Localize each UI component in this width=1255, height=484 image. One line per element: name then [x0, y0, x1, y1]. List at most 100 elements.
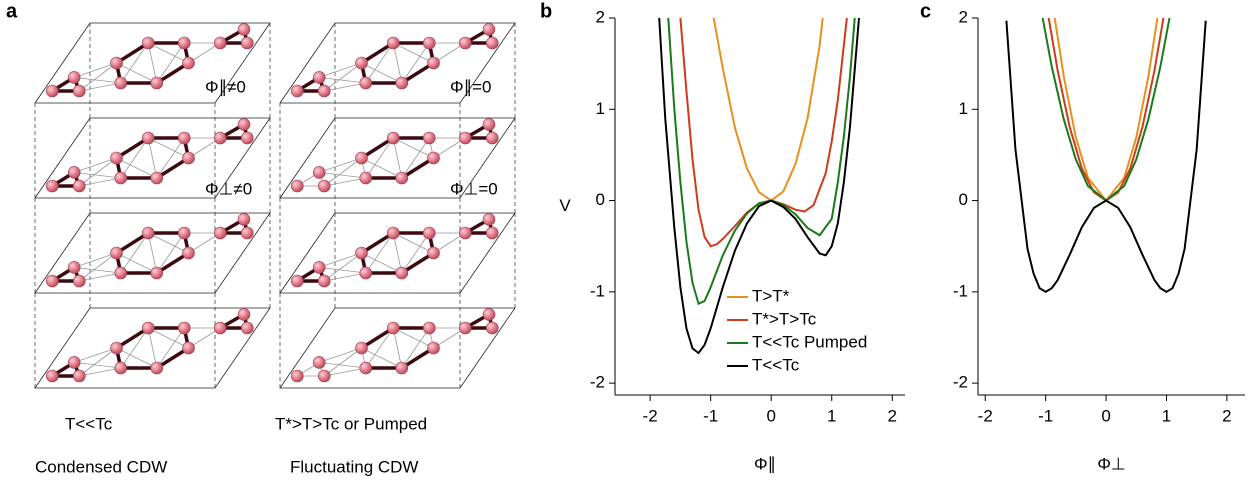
atom — [422, 321, 436, 335]
bond — [116, 157, 157, 179]
atom — [114, 361, 128, 375]
bond — [116, 252, 157, 274]
bond — [156, 232, 185, 274]
atom — [114, 171, 128, 185]
legend-label: T<<Tc — [752, 355, 800, 374]
atom — [485, 36, 499, 50]
y-tick-label: 0 — [596, 190, 605, 209]
atom — [182, 151, 195, 165]
bond — [74, 157, 117, 173]
atom — [427, 151, 440, 165]
x-tick-label: 2 — [888, 406, 897, 425]
bond — [392, 137, 403, 179]
atom — [182, 246, 195, 260]
bond — [147, 42, 158, 84]
bond — [392, 42, 403, 84]
annotation: Φ∥≠0 — [205, 77, 246, 96]
curve — [1005, 20, 1207, 294]
bond — [156, 42, 185, 84]
bond — [79, 82, 121, 92]
atom — [395, 266, 409, 280]
atom — [114, 266, 128, 280]
atom — [240, 321, 254, 335]
atom — [312, 71, 326, 84]
bond — [147, 327, 158, 369]
curve — [667, 17, 856, 306]
atom — [150, 361, 164, 375]
atom — [355, 151, 368, 165]
bond — [393, 327, 434, 349]
atom — [317, 369, 331, 383]
bond — [148, 42, 189, 64]
bond — [79, 367, 121, 377]
bond — [365, 137, 394, 179]
atom — [312, 166, 326, 179]
bond — [365, 42, 394, 84]
x-tick-label: -2 — [978, 406, 993, 425]
bond — [79, 252, 117, 282]
atom — [177, 321, 191, 335]
y-tick-label: 1 — [596, 99, 605, 118]
atom — [482, 308, 496, 321]
atom — [182, 341, 195, 355]
bond — [147, 232, 158, 274]
bond — [148, 327, 189, 349]
atom — [395, 76, 409, 90]
atom — [240, 226, 254, 240]
caption: Condensed CDW — [35, 457, 167, 476]
bond — [120, 137, 149, 179]
atom — [110, 56, 123, 70]
bond — [148, 137, 189, 159]
atom — [240, 36, 254, 50]
atom — [290, 179, 304, 193]
curve — [679, 17, 848, 248]
atom — [141, 36, 155, 50]
y-tick-label: -1 — [953, 281, 968, 300]
bond — [319, 347, 362, 363]
legend-label: T>T* — [752, 286, 790, 305]
bond — [319, 77, 366, 84]
bond — [365, 327, 394, 369]
bond — [147, 137, 158, 179]
curve — [1053, 17, 1159, 203]
atom — [177, 36, 191, 50]
bond — [393, 232, 434, 254]
bond — [148, 232, 189, 254]
y-tick-label: -1 — [590, 281, 605, 300]
atom — [182, 56, 195, 70]
curve — [658, 17, 860, 355]
bond — [116, 347, 157, 369]
atom — [114, 76, 128, 90]
y-tick-label: 0 — [959, 190, 968, 209]
y-tick-label: 1 — [959, 99, 968, 118]
atom — [72, 369, 86, 383]
atom — [67, 71, 81, 84]
bond — [319, 362, 366, 369]
bond — [324, 62, 362, 92]
atom — [67, 166, 81, 179]
atom — [427, 341, 440, 355]
x-axis-label: Φ∥ — [754, 454, 776, 473]
condition: T<<Tc — [65, 414, 113, 433]
bond — [120, 327, 149, 369]
bond — [365, 232, 394, 274]
atom — [427, 246, 440, 260]
atom — [482, 213, 496, 226]
atom — [141, 131, 155, 145]
atom — [290, 274, 304, 288]
atom — [237, 308, 251, 321]
atom — [312, 356, 326, 369]
bond — [392, 232, 403, 274]
bond — [79, 157, 117, 187]
atom — [422, 131, 436, 145]
atom — [355, 246, 368, 260]
bond — [74, 77, 121, 84]
bond — [156, 327, 185, 369]
bond — [319, 157, 362, 173]
bond — [401, 42, 430, 84]
atom — [110, 341, 123, 355]
atom — [213, 36, 227, 50]
bond — [74, 362, 121, 369]
bond — [393, 137, 434, 159]
